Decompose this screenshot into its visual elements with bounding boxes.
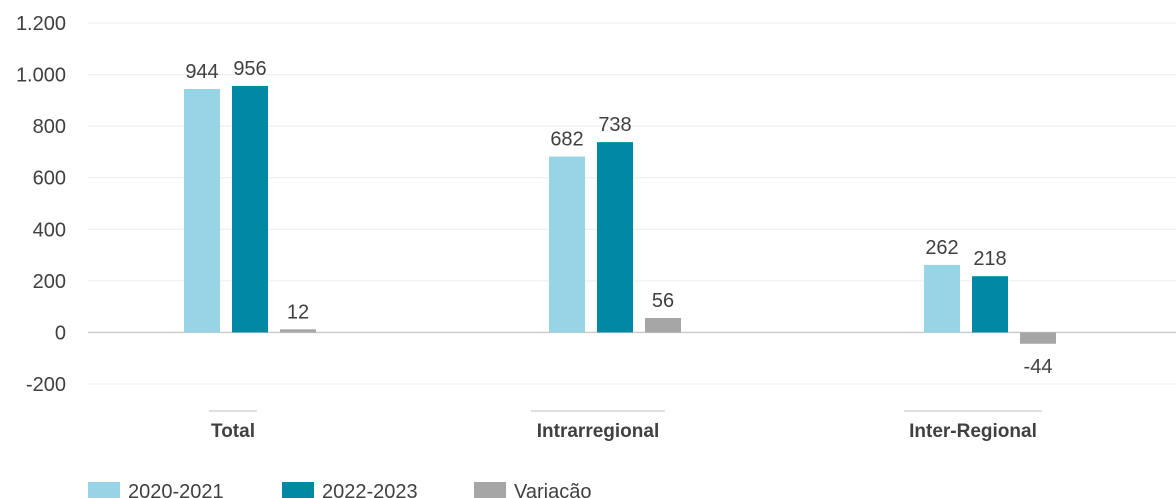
data-labels: 944 956 12 682 738 56 262 218 -44 bbox=[185, 58, 1052, 378]
legend-label: Variação bbox=[514, 481, 591, 498]
x-category-label: Inter-Regional bbox=[909, 421, 1037, 442]
data-label: 944 bbox=[185, 61, 218, 83]
x-category-label: Intrarregional bbox=[537, 421, 659, 442]
bar bbox=[597, 142, 633, 333]
bars bbox=[184, 85, 1056, 344]
y-tick-label: 1.000 bbox=[16, 65, 66, 87]
y-tick-label: -200 bbox=[26, 374, 66, 396]
y-tick-label: 0 bbox=[55, 322, 66, 344]
data-label: 682 bbox=[550, 129, 583, 151]
bar bbox=[924, 264, 960, 333]
y-tick-label: 200 bbox=[33, 271, 66, 293]
bar bbox=[1020, 332, 1056, 344]
bar bbox=[280, 329, 316, 333]
data-label: 738 bbox=[598, 114, 631, 136]
legend-label: 2022-2023 bbox=[322, 481, 418, 498]
bar bbox=[645, 317, 681, 333]
bar bbox=[972, 276, 1008, 333]
legend-swatch bbox=[474, 482, 506, 498]
legend-swatch bbox=[282, 482, 314, 498]
legend-label: 2020-2021 bbox=[128, 481, 224, 498]
bar bbox=[232, 85, 268, 333]
x-category-label: Total bbox=[211, 421, 255, 442]
data-label: 262 bbox=[925, 237, 958, 259]
y-tick-label: 800 bbox=[33, 116, 66, 138]
bar bbox=[184, 89, 220, 333]
legend-swatch bbox=[88, 482, 120, 498]
data-label: 218 bbox=[973, 248, 1006, 270]
data-label: 56 bbox=[652, 290, 674, 312]
y-axis-ticks: 1.200 1.000 800 600 400 200 0 -200 bbox=[16, 13, 66, 396]
x-axis-categories: Total Intrarregional Inter-Regional bbox=[209, 410, 1042, 442]
data-label: 12 bbox=[287, 301, 309, 323]
y-tick-label: 1.200 bbox=[16, 13, 66, 35]
y-tick-label: 600 bbox=[33, 168, 66, 190]
bar bbox=[549, 156, 585, 333]
y-tick-label: 400 bbox=[33, 219, 66, 241]
legend: 2020-2021 2022-2023 Variação bbox=[88, 481, 591, 498]
data-label: -44 bbox=[1024, 356, 1053, 378]
data-label: 956 bbox=[233, 58, 266, 80]
